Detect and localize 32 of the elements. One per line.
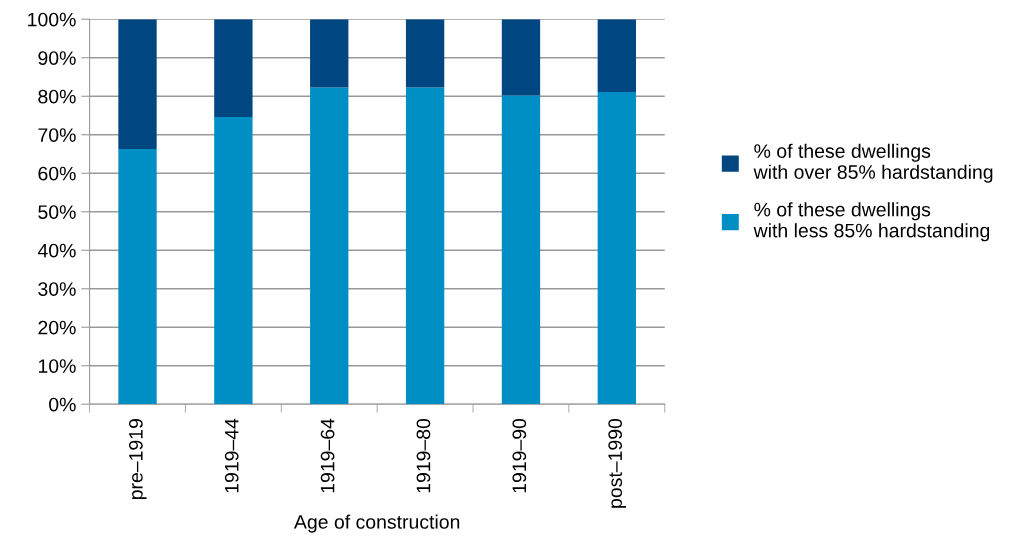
y-tick-label: 40% [37, 243, 76, 258]
y-tick-label: 80% [38, 89, 76, 104]
y-tick-label: 0% [49, 397, 76, 412]
bar [597, 19, 636, 93]
bar [310, 19, 349, 88]
legend-label: % of these dwellings with less 85% hardstanding [753, 202, 990, 242]
x-tick-label: 1919–64 [320, 418, 335, 493]
bar [310, 87, 349, 405]
x-axis-title: Age of construction [293, 514, 460, 533]
bar [214, 117, 253, 405]
x-tick-label: 1919–80 [416, 418, 431, 493]
x-tick-label: post–1990 [608, 418, 626, 508]
bar [597, 92, 636, 405]
x-tick-label: pre–1919 [128, 419, 147, 500]
bar [214, 19, 253, 118]
bar [405, 19, 445, 88]
y-tick-label: 70% [38, 128, 76, 142]
bar [118, 19, 157, 149]
y-tick-label: 50% [38, 205, 76, 219]
y-tick-label: 20% [38, 320, 76, 335]
x-tick-label: 1919–44 [224, 418, 239, 493]
y-tick-label: 30% [38, 282, 76, 296]
bar [501, 19, 541, 96]
y-tick-label: 90% [38, 51, 76, 65]
legend-label: % of these dwellings with over 85% hardstanding [753, 143, 993, 183]
bar [118, 149, 157, 405]
bar [405, 87, 445, 405]
y-tick-label: 10% [38, 359, 76, 373]
y-tick-label: 60% [38, 166, 76, 181]
x-tick-label: 1919–90 [512, 418, 527, 493]
y-tick-label: 100% [28, 12, 76, 27]
bar [501, 95, 541, 405]
